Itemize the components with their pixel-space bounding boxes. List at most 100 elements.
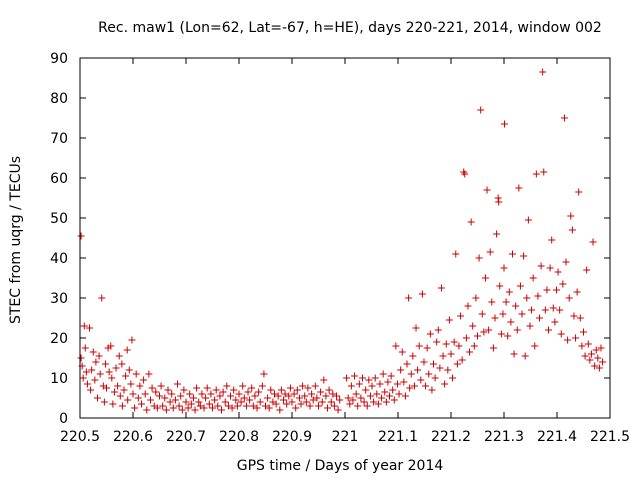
data-point	[324, 404, 332, 412]
y-tick-label: 90	[50, 51, 68, 67]
data-point	[513, 326, 521, 334]
data-point	[378, 394, 386, 402]
data-point	[301, 392, 309, 400]
data-point	[387, 372, 395, 380]
chart-title: Rec. maw1 (Lon=62, Lat=-67, h=HE), days …	[98, 20, 602, 36]
data-point	[98, 294, 106, 302]
data-point	[389, 386, 397, 394]
data-point	[549, 304, 557, 312]
data-point	[304, 384, 312, 392]
data-point	[96, 370, 104, 378]
data-point	[288, 398, 296, 406]
data-point	[358, 374, 366, 382]
data-point	[483, 186, 491, 194]
data-point	[540, 168, 548, 176]
data-point	[318, 398, 326, 406]
data-point	[472, 294, 480, 302]
data-point	[95, 352, 103, 360]
data-point	[281, 390, 289, 398]
x-tick-label: 221.1	[378, 429, 418, 445]
data-point	[486, 248, 494, 256]
data-point	[504, 332, 512, 340]
data-point	[428, 386, 436, 394]
data-point	[418, 290, 426, 298]
data-point	[297, 400, 305, 408]
data-point	[93, 394, 101, 402]
data-point	[221, 398, 229, 406]
data-point	[256, 398, 264, 406]
data-point	[86, 324, 94, 332]
data-point	[212, 386, 220, 394]
data-point	[249, 402, 257, 410]
data-point	[146, 396, 154, 404]
data-point	[286, 384, 294, 392]
data-point	[114, 382, 122, 390]
data-point	[317, 388, 325, 396]
x-tick-label: 220.6	[113, 429, 153, 445]
data-point	[178, 406, 186, 414]
data-point	[116, 392, 124, 400]
x-tick-label: 221.3	[484, 429, 524, 445]
data-point	[124, 396, 132, 404]
data-point	[434, 326, 442, 334]
data-point	[515, 184, 523, 192]
data-point	[360, 398, 368, 406]
data-point	[407, 370, 415, 378]
data-point	[406, 384, 414, 392]
data-point	[327, 398, 335, 406]
data-point	[223, 382, 231, 390]
data-point	[131, 404, 139, 412]
data-point	[164, 386, 172, 394]
data-point	[224, 402, 232, 410]
data-point	[81, 344, 89, 352]
data-point	[306, 402, 314, 410]
data-point	[489, 344, 497, 352]
data-point	[184, 404, 192, 412]
data-point	[244, 388, 252, 396]
data-point	[136, 382, 144, 390]
data-point	[77, 232, 85, 240]
data-point	[177, 392, 185, 400]
data-point	[211, 396, 219, 404]
x-tick-label: 220.7	[166, 429, 206, 445]
data-point	[80, 322, 88, 330]
data-point	[315, 402, 322, 410]
data-point	[556, 306, 564, 314]
data-point	[152, 388, 160, 396]
data-point	[293, 386, 301, 394]
data-point	[115, 352, 123, 360]
data-point	[219, 388, 227, 396]
data-point	[357, 394, 365, 402]
data-point	[214, 402, 222, 410]
data-point	[594, 354, 602, 362]
data-point	[532, 170, 540, 178]
data-point	[523, 294, 531, 302]
data-point	[153, 404, 161, 412]
data-point	[491, 314, 499, 322]
data-point	[110, 388, 118, 396]
axis-ticks: 220.5 220.6 220.7 220.8 220.9 221 221.1 221.2 22…	[50, 51, 630, 445]
data-point	[524, 216, 532, 224]
data-point	[436, 364, 444, 372]
data-point	[548, 236, 556, 244]
data-point	[437, 284, 445, 292]
data-point	[262, 402, 269, 410]
data-point	[89, 348, 97, 356]
data-point	[209, 404, 216, 412]
data-point	[390, 396, 398, 404]
data-point	[452, 250, 460, 258]
data-point	[455, 342, 463, 350]
data-point	[395, 390, 403, 398]
data-point	[573, 288, 581, 296]
data-point	[422, 382, 430, 390]
data-point	[329, 390, 337, 398]
data-point	[196, 402, 204, 410]
data-point	[355, 380, 363, 388]
data-point	[507, 318, 515, 326]
x-tick-label: 220.8	[219, 429, 259, 445]
y-tick-label: 50	[50, 211, 68, 227]
data-point	[347, 382, 355, 390]
data-point	[112, 364, 120, 372]
y-tick-label: 0	[59, 411, 68, 427]
